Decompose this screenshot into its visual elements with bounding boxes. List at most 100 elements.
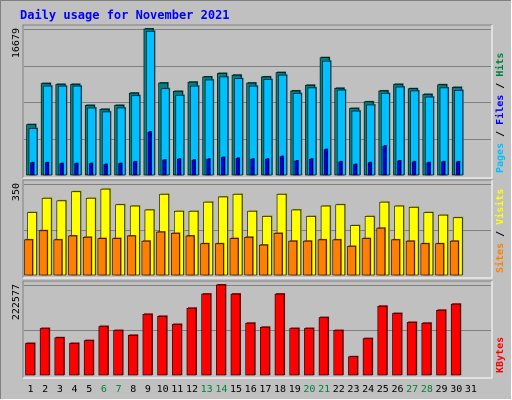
visits-y-max-label: 350 (11, 183, 22, 201)
visits-frame-light (23, 180, 493, 279)
kbytes-kbytes-bar-body (289, 328, 300, 376)
hits-pages-bar-body (206, 158, 210, 176)
kbytes-kbytes-bar-body (318, 317, 329, 376)
kbytes-legend-kbytes: KBytes (495, 337, 506, 373)
hits-pages-bar-body (88, 163, 93, 176)
hits-pages-bar (103, 163, 108, 176)
kbytes-kbytes-bar-body (245, 322, 255, 376)
visits-sites-bar-body (376, 227, 386, 276)
visits-sites-bar (215, 242, 225, 276)
kbytes-kbytes-bar-body (274, 293, 285, 376)
hits-pages-bar (411, 160, 417, 176)
hits-pages-bar (59, 162, 64, 176)
hits-pages-bar (309, 158, 314, 176)
kbytes-kbytes-bar (406, 321, 418, 376)
hits-pages-bar (74, 162, 79, 176)
visits-sites-bar (317, 238, 328, 276)
x-tick-label-day-17: 17 (259, 384, 271, 395)
visits-sites-bar (244, 236, 254, 276)
x-tick-label-day-6: 6 (101, 384, 107, 395)
visits-sites-bar-body (435, 243, 444, 276)
kbytes-kbytes-bar (362, 337, 374, 376)
hits-files-bar (58, 85, 68, 176)
hits-pages-bar-body (44, 162, 49, 176)
hits-pages-bar-body (59, 163, 64, 176)
kbytes-kbytes-bar-body (436, 310, 446, 376)
visits-sites-bar (97, 237, 107, 276)
hits-pages-bar-body (294, 160, 299, 176)
visits-sites-bar (68, 235, 78, 276)
x-tick-label-day-7: 7 (116, 384, 122, 395)
hits-legend-files: Files (494, 95, 506, 125)
x-tick-label-day-10: 10 (157, 384, 169, 395)
visits-sites-bar (405, 240, 416, 276)
visits-sites-bar-body (53, 239, 63, 276)
hits-y-max-label: 16679 (11, 28, 22, 58)
visits-sites-bar-body (185, 235, 195, 276)
chart-labels: 16679 Pages / Files / Hits 350 Sites / Visi… (11, 28, 506, 373)
x-tick-label-day-9: 9 (145, 384, 151, 395)
hits-pages-bar-body (103, 164, 108, 176)
x-tick-label-day-31: 31 (465, 384, 477, 395)
x-tick-label-day-22: 22 (333, 384, 345, 395)
visits-sites-bar-body (288, 240, 298, 276)
hits-pages-bar (367, 161, 373, 176)
hits-pages-bar-body (353, 164, 357, 176)
hits-legend-hits: Hits (494, 53, 506, 77)
kbytes-y-max-label: 222577 (11, 284, 22, 320)
visits-legend-separator: / (495, 225, 506, 243)
hits-pages-bar (44, 161, 50, 176)
visits-sites-bar-body (68, 235, 77, 276)
hits-legend-separator: / (495, 77, 506, 95)
kbytes-kbytes-bar (142, 313, 153, 376)
x-tick-label-day-12: 12 (186, 384, 198, 395)
hits-pages-bar (132, 160, 138, 176)
hits-pages-bar (162, 159, 167, 176)
kbytes-kbytes-bar (392, 312, 403, 376)
visits-sites-bar (24, 238, 34, 276)
visits-sites-bar (303, 240, 313, 276)
hits-pages-bar-body (455, 161, 460, 176)
hits-pages-bar (206, 158, 211, 176)
hits-pages-bar (455, 160, 461, 176)
kbytes-kbytes-bar-body (157, 316, 167, 376)
kbytes-kbytes-bar-body (98, 326, 109, 376)
kbytes-kbytes-bar (39, 327, 51, 376)
x-tick-label-day-14: 14 (215, 384, 227, 395)
kbytes-kbytes-bar-body (450, 303, 461, 376)
kbytes-kbytes-bar (274, 293, 286, 376)
hits-pages-bar-body (265, 158, 269, 176)
x-tick-label-day-15: 15 (230, 384, 242, 395)
visits-sites-bar-body (405, 240, 415, 276)
kbytes-kbytes-bar-body (362, 338, 373, 376)
hits-pages-bar (426, 161, 431, 176)
visits-legend-sites: Sites (494, 243, 506, 273)
visits-sites-bar-body (303, 240, 312, 276)
hits-pages-bar-body (382, 145, 387, 176)
kbytes-kbytes-bar-body (230, 293, 241, 376)
kbytes-kbytes-bar-body (304, 328, 314, 376)
hits-pages-bar (88, 162, 94, 176)
kbytes-kbytes-bar-body (25, 343, 35, 376)
visits-sites-bar-body (361, 238, 371, 276)
visits-sites-bar-body (126, 235, 136, 276)
visits-sites-bar-body (317, 239, 327, 276)
kbytes-kbytes-bar-body (127, 335, 138, 376)
visits-sites-bar-body (244, 237, 253, 276)
x-tick-label-day-23: 23 (347, 384, 359, 395)
kbytes-kbytes-bar (201, 293, 212, 376)
visits-series-legend: Sites / Visits (494, 189, 506, 273)
kbytes-kbytes-bar (377, 305, 388, 376)
visits-sites-bar (112, 237, 122, 276)
kbytes-frame-dark (22, 280, 492, 378)
hits-pages-bar (235, 157, 241, 176)
hits-pages-bar-body (323, 149, 328, 176)
kbytes-kbytes-bar-body (39, 328, 50, 376)
hits-pages-bar-body (221, 157, 225, 176)
kbytes-kbytes-bar (245, 322, 256, 376)
kbytes-kbytes-bar-body (216, 284, 226, 376)
visits-sites-bar-body (391, 239, 400, 276)
hits-pages-bar-body (338, 161, 343, 176)
visits-sites-bar (420, 242, 430, 276)
visits-sites-bar-body (200, 243, 209, 276)
